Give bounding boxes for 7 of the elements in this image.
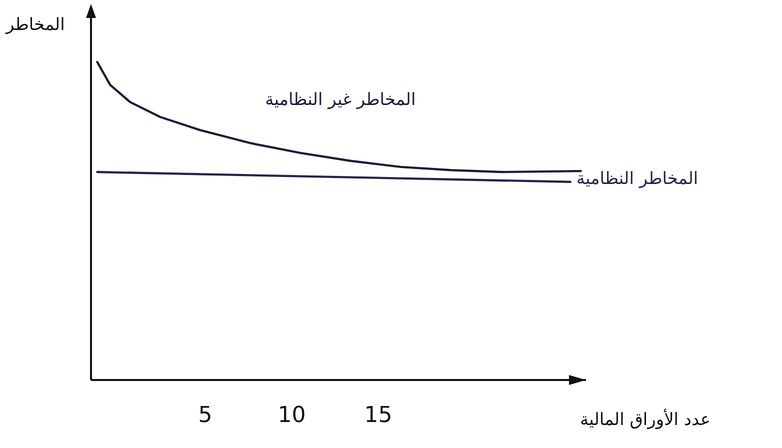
x-tick-label: 10 bbox=[278, 403, 306, 428]
x-axis-title: عدد الأوراق المالية bbox=[580, 408, 711, 430]
x-tick-label: 15 bbox=[364, 403, 392, 428]
series-label: المخاطر النظامية bbox=[576, 168, 698, 189]
text: المخاطر غير النظامية bbox=[265, 90, 416, 110]
y-axis-title: المخاطر bbox=[5, 15, 65, 35]
x-tick-label: 5 bbox=[198, 403, 212, 428]
